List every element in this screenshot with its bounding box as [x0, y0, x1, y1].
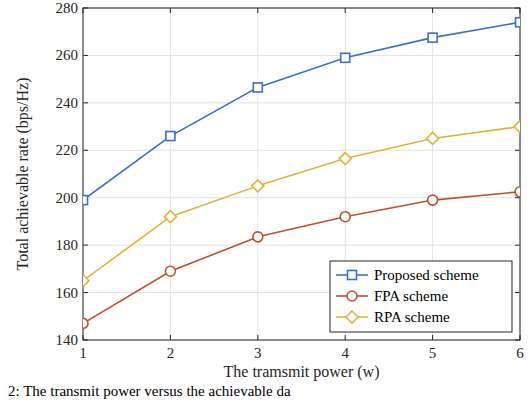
point — [164, 211, 176, 223]
point — [428, 33, 437, 42]
y-tick-label: 160 — [56, 285, 79, 301]
grid-line — [83, 102, 520, 103]
legend-label: FPA scheme — [374, 288, 448, 304]
legend-label: Proposed scheme — [374, 267, 479, 283]
series-line — [83, 127, 520, 281]
legend-marker — [348, 271, 357, 280]
grid-line — [257, 8, 258, 340]
y-tick-label: 180 — [56, 237, 79, 253]
plot-area — [83, 8, 520, 340]
tick — [257, 8, 258, 13]
tick — [345, 8, 346, 13]
tick — [170, 8, 171, 13]
tick — [515, 55, 520, 56]
tick — [432, 335, 433, 340]
point — [428, 195, 438, 205]
point — [514, 121, 520, 133]
tick — [515, 150, 520, 151]
y-tick-label: 260 — [56, 47, 79, 63]
x-axis-label: The tramsmit power (w) — [224, 363, 380, 381]
point — [253, 232, 263, 242]
point — [427, 132, 439, 144]
grid-line — [83, 55, 520, 56]
x-tick-label: 2 — [167, 345, 175, 361]
point — [339, 153, 351, 165]
x-tick-label: 5 — [429, 345, 437, 361]
tick — [257, 335, 258, 340]
tick — [432, 8, 433, 13]
point — [253, 83, 262, 92]
point — [252, 180, 264, 192]
point — [165, 266, 175, 276]
x-tick-label: 6 — [516, 345, 524, 361]
tick — [83, 150, 88, 151]
frame — [83, 8, 520, 340]
tick — [83, 245, 88, 246]
caption: 2: The transmit power versus the achieva… — [8, 383, 291, 399]
tick — [83, 55, 88, 56]
tick — [345, 335, 346, 340]
legend: Proposed scheme FPA scheme RPA scheme — [330, 261, 512, 332]
x-tick-label: 1 — [79, 345, 87, 361]
series-line — [83, 22, 520, 200]
point — [341, 53, 350, 62]
y-tick-label: 240 — [56, 95, 79, 111]
y-tick-label: 200 — [56, 190, 79, 206]
x-tick-label: 4 — [341, 345, 349, 361]
legend-marker — [346, 311, 358, 323]
y-axis-label: Total achievable rate (bps/Hz) — [14, 77, 32, 270]
legend-label: RPA scheme — [374, 309, 450, 325]
legend-box — [330, 261, 512, 332]
tick — [83, 102, 88, 103]
tick — [515, 102, 520, 103]
chart: 140160180200220240260280123456Proposed s… — [0, 0, 530, 402]
tick — [515, 292, 520, 293]
point — [340, 212, 350, 222]
point — [83, 275, 89, 287]
point — [166, 132, 175, 141]
grid-line — [170, 8, 171, 340]
point — [83, 196, 88, 205]
y-tick-label: 140 — [56, 332, 79, 348]
legend-marker — [347, 291, 357, 301]
tick — [515, 245, 520, 246]
x-tick-label: 3 — [254, 345, 262, 361]
grid-line — [83, 245, 520, 246]
point — [83, 318, 88, 328]
point — [516, 18, 521, 27]
series-group — [83, 18, 520, 329]
tick — [83, 292, 88, 293]
tick — [170, 335, 171, 340]
y-tick-label: 220 — [56, 142, 79, 158]
y-tick-label: 280 — [56, 0, 79, 16]
point — [515, 187, 520, 197]
grid-line — [83, 150, 520, 151]
